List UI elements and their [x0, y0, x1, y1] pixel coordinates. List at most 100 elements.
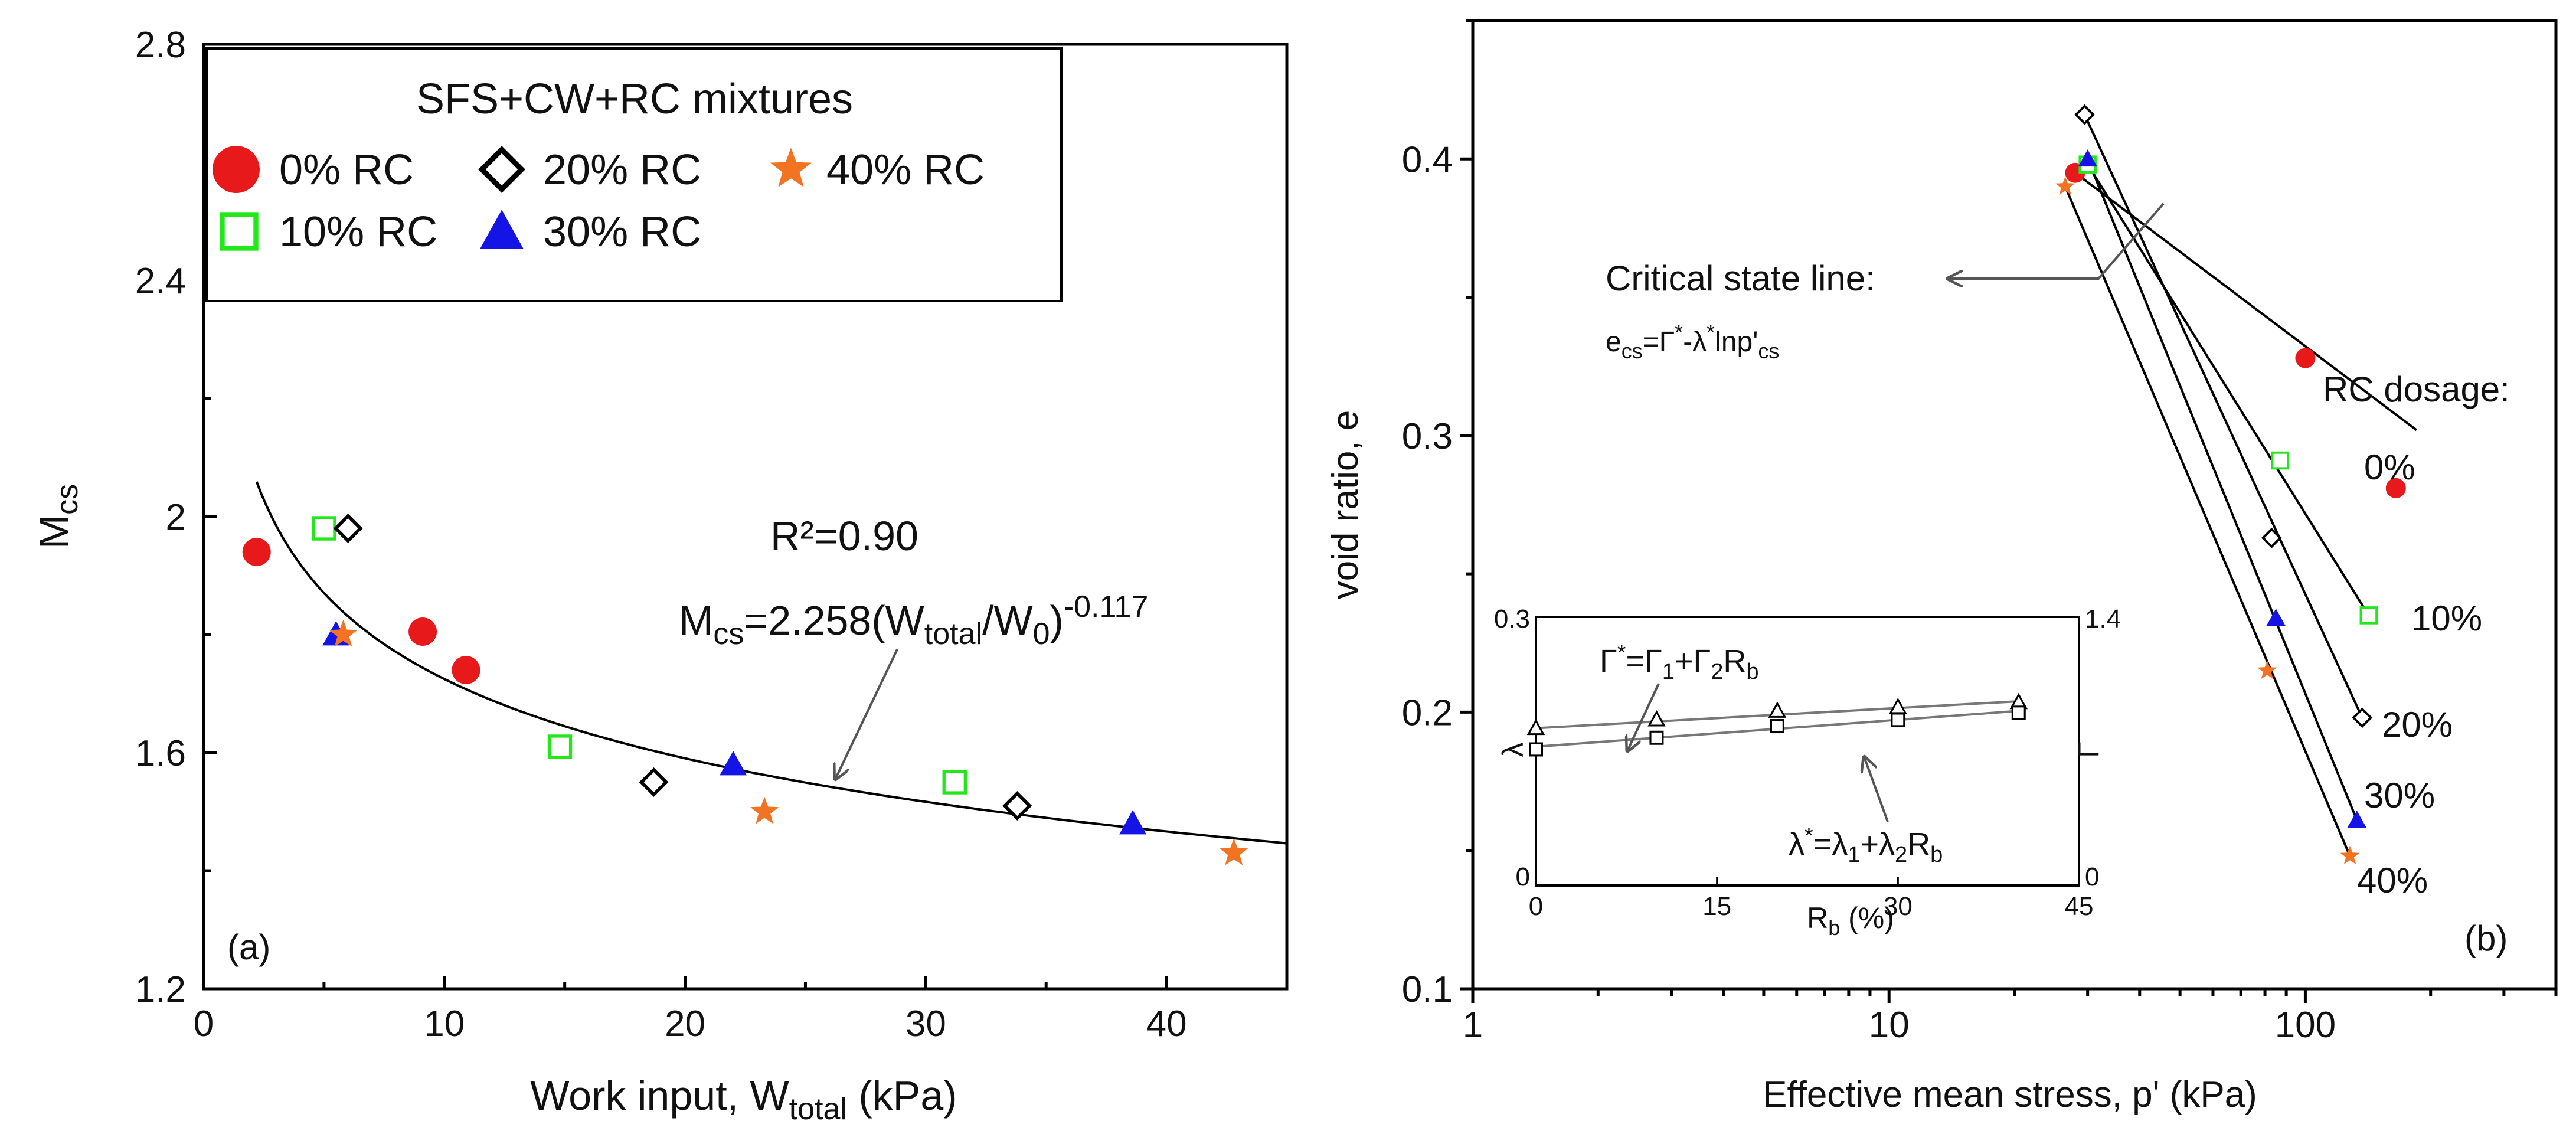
inset-gamma-equation: Γ*=Γ1+Γ2Rb — [1600, 641, 1759, 684]
inset-point-triangle — [1647, 710, 1666, 727]
panel-a-point-rc0 — [452, 656, 480, 684]
legend-marker-rc40 — [770, 148, 812, 187]
fit-equation-arrow — [835, 649, 898, 779]
inset-left-tick-label: 0.3 — [1494, 604, 1530, 633]
inset-left-axis-label: λ — [1496, 743, 1529, 757]
panel-a-y-tick-label: 2.4 — [135, 261, 186, 302]
panel-b-y-tick-label: 0.4 — [1402, 139, 1453, 180]
panel-a-y-tick-label: 1.2 — [135, 969, 186, 1010]
dosage-label-rc0: 0% — [2364, 447, 2415, 487]
legend: SFS+CW+RC mixtures 0% RC 10% RC 20% RC 30% … — [205, 47, 1063, 302]
panel-b-x-tick-label: 100 — [2275, 1005, 2336, 1045]
critical-state-line-title: Critical state line: — [1606, 259, 1875, 298]
legend-marker-rc10 — [220, 212, 259, 251]
panel-b-point-rc0 — [2385, 478, 2406, 498]
legend-marker-rc20 — [478, 146, 525, 193]
panel-a-point-rc30 — [1119, 810, 1147, 835]
r-squared-label: R²=0.90 — [770, 513, 918, 559]
legend-label-rc0: 0% RC — [279, 146, 414, 194]
critical-state-line-arrow — [1948, 202, 2165, 279]
legend-label-rc10: 10% RC — [279, 208, 437, 256]
inset-point-square — [1891, 713, 1905, 727]
panel-a-point-rc40 — [329, 619, 358, 647]
panel-b-y-tick-label: 0.2 — [1402, 692, 1453, 733]
inset-x-tick-label: 15 — [1702, 892, 1731, 921]
panel-a-x-tick-label: 20 — [665, 1004, 705, 1044]
panel-a-point-rc40 — [1220, 838, 1248, 865]
panel-b-data-points — [2055, 104, 2406, 864]
panel-b-point-rc20 — [2074, 104, 2096, 125]
dosage-label-rc20: 20% — [2382, 705, 2453, 744]
inset-gamma-arrow — [1627, 683, 1660, 751]
inset-x-tick-label: 0 — [1529, 892, 1543, 921]
legend-marker-rc0 — [213, 146, 260, 193]
csl-line-rc20 — [2083, 114, 2363, 718]
panel-a-point-rc0 — [408, 617, 437, 646]
dosage-label-rc30: 30% — [2364, 776, 2435, 815]
inset-x-tick-label: 30 — [1884, 892, 1913, 921]
panel-a-point-rc0 — [242, 538, 271, 566]
inset-x-tick-label: 45 — [2065, 892, 2094, 921]
inset-point-triangle — [1768, 701, 1787, 718]
panel-b-point-rc40 — [2340, 845, 2360, 864]
legend-label-rc20: 20% RC — [543, 146, 701, 194]
panel-a-chart: 0 10 20 30 40 1.2 1.6 2 2.4 2.8 SFS+CW+RC mixture… — [31, 25, 1289, 1126]
panel-b-x-axis-label: Effective mean stress, p' (kPa) — [1763, 1074, 2257, 1115]
panel-b-ticks: 1 10 100 0.1 0.2 0.3 0.4 — [1402, 19, 2558, 1045]
legend-label-rc40: 40% RC — [826, 146, 985, 194]
panel-a-x-tick-label: 0 — [194, 1004, 214, 1044]
inset-right-tick-label: 0 — [2085, 862, 2099, 891]
panel-b-lines — [2064, 114, 2418, 857]
fit-equation: Mcs=2.258(Wtotal/W0)-0.117 — [679, 590, 1148, 651]
panel-a-x-tick-label: 30 — [905, 1004, 946, 1044]
panel-b-y-axis-label: void ratio, e — [1325, 410, 1366, 600]
panel-a-y-axis-label: Mcs — [31, 484, 84, 549]
critical-state-line-equation: ecs=Γ*-λ*lnp'cs — [1606, 320, 1779, 363]
panel-a-point-rc20 — [639, 767, 669, 797]
panel-b-point-rc30 — [2078, 149, 2097, 167]
panel-a-fit-curve — [255, 481, 1287, 845]
panel-a-plot-frame — [202, 43, 1289, 991]
panel-b-point-rc30 — [2347, 811, 2366, 828]
panel-b-point-rc20 — [2261, 527, 2282, 548]
csl-line-rc40 — [2064, 186, 2351, 857]
csl-line-rc10 — [2086, 164, 2370, 616]
panel-b-point-rc20 — [2352, 707, 2373, 728]
panel-b-label: (b) — [2464, 919, 2508, 958]
legend-title: SFS+CW+RC mixtures — [416, 76, 853, 123]
legend-marker-rc30 — [480, 210, 524, 249]
panel-b-x-tick-label: 1 — [1463, 1005, 1483, 1045]
panel-a-point-rc10 — [942, 770, 967, 795]
panel-a-y-tick-label: 2.8 — [135, 25, 186, 66]
panel-b-point-rc10 — [2271, 451, 2290, 470]
inset-right-tick-label: 1.4 — [2085, 604, 2121, 633]
panel-b-point-rc30 — [2266, 609, 2286, 626]
panel-b-point-rc40 — [2055, 176, 2075, 195]
panel-b-point-rc40 — [2257, 660, 2277, 679]
legend-box — [205, 47, 1063, 302]
inset-point-square — [1649, 730, 1664, 745]
panel-a-point-rc10 — [547, 734, 573, 759]
panel-a-x-tick-label: 40 — [1146, 1004, 1187, 1044]
panel-b-point-rc10 — [2359, 606, 2378, 625]
panel-a-ticks: 0 10 20 30 40 1.2 1.6 2 2.4 2.8 — [135, 25, 1187, 1044]
inset-x-axis-label: Rb (%) — [1807, 901, 1894, 940]
panel-b-x-tick-label: 10 — [1869, 1005, 1910, 1045]
rc-dosage-title: RC dosage: — [2323, 370, 2510, 409]
inset-point-triangle — [1526, 718, 1545, 736]
inset-point-square — [2011, 705, 2026, 720]
inset-right-axis-label: Γ — [2072, 741, 2105, 758]
panel-a-data-points — [242, 514, 1248, 865]
panel-a-y-tick-label: 2 — [166, 497, 186, 538]
inset-lambda-arrow — [1864, 757, 1889, 822]
inset-point-square — [1529, 742, 1543, 757]
panel-a-y-tick-label: 1.6 — [135, 733, 186, 774]
panel-a-point-rc20 — [1002, 791, 1032, 821]
panel-b-plot-frame — [1471, 19, 2558, 991]
panel-a-point-rc10 — [312, 516, 336, 541]
panel-a-point-rc30 — [720, 751, 747, 776]
